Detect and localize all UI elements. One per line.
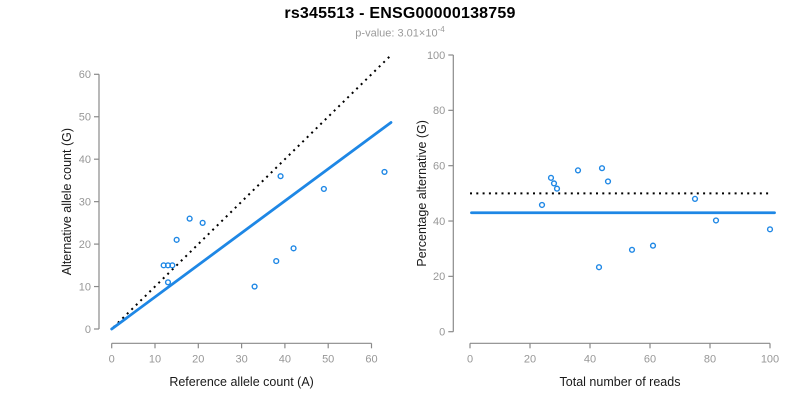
p-value-subtitle: p-value: 3.01×10-4 [0,25,800,40]
data-point [277,173,284,180]
fit-line [110,121,393,331]
x-tick-label: 80 [704,354,716,366]
x-tick-label: 40 [584,354,596,366]
data-point [595,264,603,271]
right-plot-x-axis: 0 20 40 60 80 100 [467,342,779,366]
data-point [320,185,327,193]
left-plot-x-axis: 0 10 20 30 40 50 60 [109,342,378,366]
y-tick-label: 0 [85,324,91,336]
figure-title: rs345513 - ENSG00000138759 [284,5,516,22]
x-tick-label: 50 [322,354,334,366]
y-tick-label: 10 [79,281,91,293]
data-point [649,242,657,249]
p-value-text: p-value: 3.01×10 [355,27,438,40]
data-point [553,185,561,192]
x-tick-label: 100 [761,354,779,366]
x-tick-label: 40 [279,354,291,366]
y-tick-label: 100 [427,50,445,62]
right-plot-y-axis-title: Percentage alternative (G) [415,120,429,267]
data-point [547,174,555,181]
data-point [186,215,193,222]
data-point [766,226,774,233]
y-tick-label: 20 [79,239,91,251]
x-tick-label: 0 [467,354,473,366]
y-tick-label: 0 [439,327,445,339]
data-point [691,195,699,202]
data-point [381,168,388,176]
y-tick-label: 50 [79,112,91,124]
left-plot-y-axis: 0 10 20 30 40 50 60 [79,69,100,336]
x-tick-label: 60 [644,354,656,366]
data-point [173,236,180,243]
right-plot-x-axis-title: Total number of reads [560,375,681,389]
left-plot-x-axis-title: Reference allele count (A) [169,375,314,389]
y-tick-label: 40 [433,216,445,228]
data-point [199,219,206,226]
right-plot-y-axis: 0 20 40 60 80 100 [427,50,454,339]
data-point [169,262,176,269]
y-tick-label: 20 [433,271,445,283]
p-value-exponent: -4 [437,25,445,34]
identity-reference-line [112,54,392,329]
data-point [538,201,546,209]
data-point [550,180,558,187]
data-point [574,167,582,174]
x-tick-label: 20 [524,354,536,366]
data-point [251,283,258,290]
x-tick-label: 0 [109,354,115,366]
left-plot-y-axis-title: Alternative allele count (G) [60,128,74,275]
y-tick-label: 80 [433,105,445,117]
data-point [290,245,297,252]
data-point [628,246,636,253]
figure-header: rs345513 - ENSG00000138759 p-value: 3.01… [0,5,800,40]
x-tick-label: 30 [235,354,247,366]
y-tick-label: 60 [433,160,445,172]
x-tick-label: 60 [365,354,377,366]
data-point [164,279,172,286]
data-point [712,217,720,224]
right-plot-points [538,165,774,271]
x-tick-label: 10 [149,354,161,366]
left-plot-points [160,168,388,290]
data-point [604,178,612,185]
y-tick-label: 60 [79,69,91,81]
x-tick-label: 20 [192,354,204,366]
right-plot: 0 20 40 60 80 100 0 20 40 60 80 100 Total number of … [415,50,779,389]
y-tick-label: 30 [79,196,91,208]
data-point [273,257,280,265]
left-plot: 0 10 20 30 40 50 60 0 10 20 30 40 50 60 Reference alle… [60,54,393,389]
y-tick-label: 40 [79,154,91,166]
data-point [598,165,606,172]
